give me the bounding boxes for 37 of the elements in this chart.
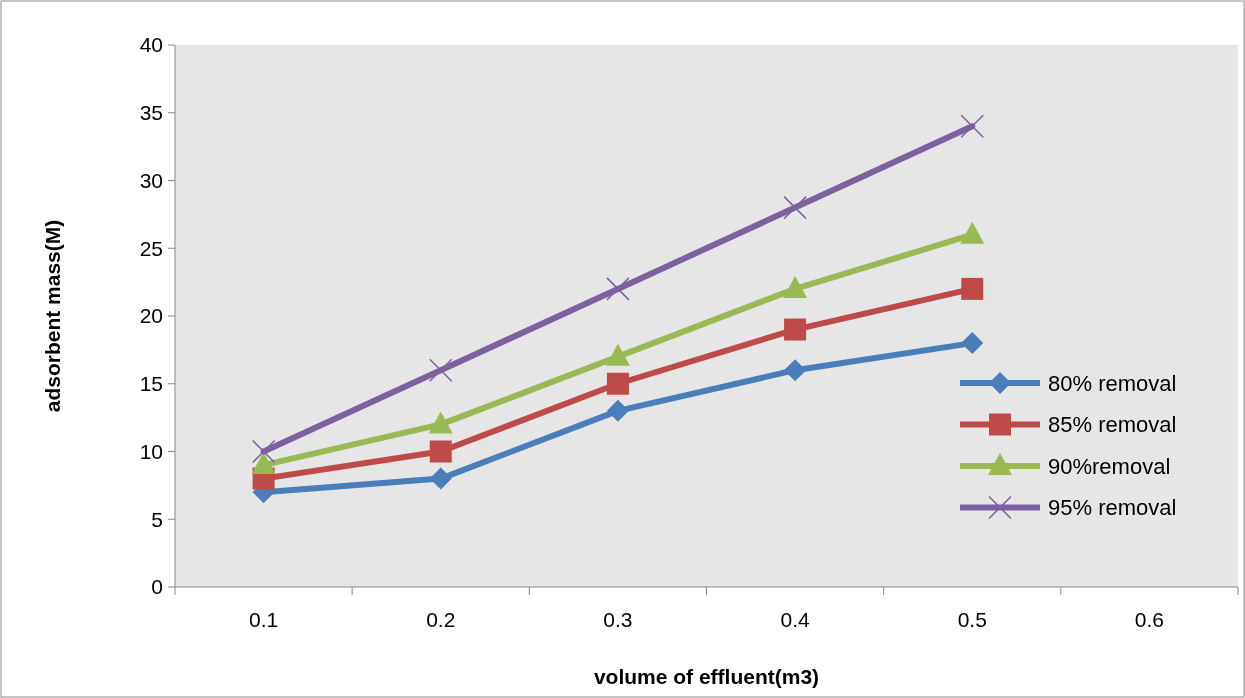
y-tick-label: 10 [139,439,163,463]
x-tick-label: 0.2 [426,608,456,631]
legend-label: 90%removal [1048,453,1171,479]
point [429,440,452,463]
x-tick-label: 0.1 [248,608,279,631]
x-tick-label: 0.6 [1134,608,1165,631]
legend-label: 80% removal [1048,370,1177,396]
y-tick-label: 20 [139,304,163,328]
point [783,195,807,220]
legend-label: 95% removal [1048,495,1177,521]
x-axis-title: volume of effluent(m3) [593,665,820,688]
y-tick-label: 5 [151,507,163,531]
x-tick-label: 0.3 [603,608,633,631]
point [961,277,984,300]
x-tick-label: 0.5 [957,608,987,631]
y-tick-label: 25 [139,236,163,260]
point [429,358,453,382]
y-axis-title: adsorbent mass(M) [41,219,64,413]
point [429,467,452,490]
x-tick-label: 0.4 [780,608,810,631]
point [784,318,807,341]
point [784,359,807,382]
point [251,452,276,475]
y-tick-label: 35 [139,101,163,125]
point [606,277,630,301]
point [606,399,629,422]
point [251,439,276,464]
y-tick-label: 15 [139,372,163,396]
point [428,411,453,434]
point [960,114,984,139]
point [961,332,984,355]
point [606,372,629,395]
y-tick-label: 40 [139,33,163,57]
point [605,343,630,366]
legend-label: 85% removal [1048,412,1177,438]
y-tick-label: 0 [151,575,163,599]
y-tick-label: 30 [139,168,163,192]
